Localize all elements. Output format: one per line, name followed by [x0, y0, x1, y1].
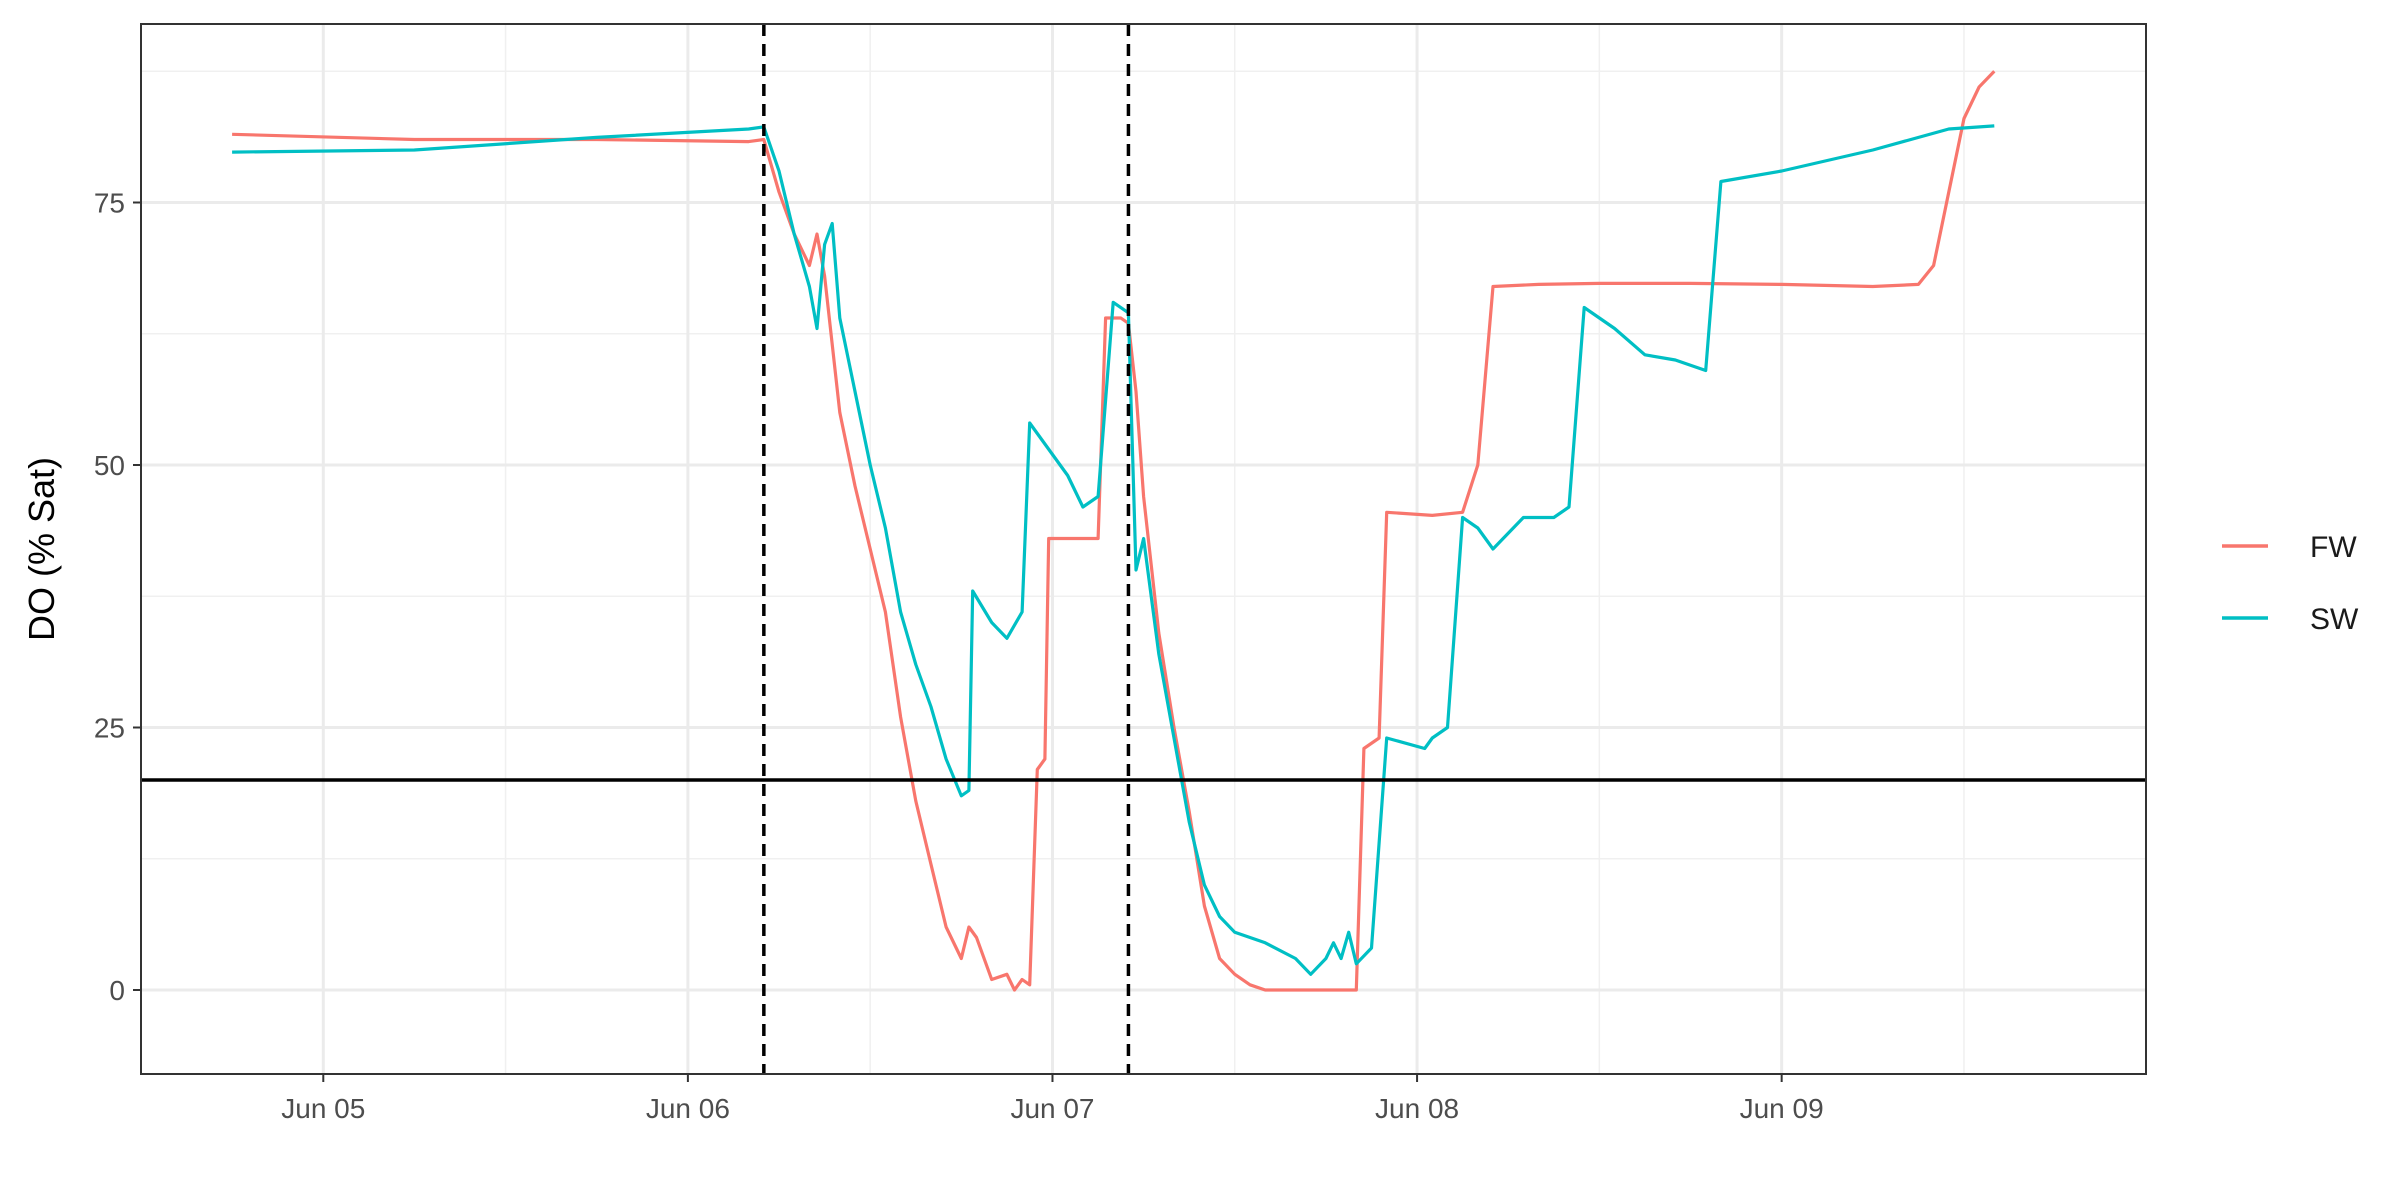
reference-lines: [141, 24, 2146, 1074]
x-tick-label: Jun 05: [281, 1093, 365, 1124]
series-line-fw: [232, 70, 1996, 992]
plot-border: [140, 23, 2147, 1075]
y-tick-label: 50: [94, 450, 125, 481]
series-line-sw: [232, 124, 1995, 976]
legend: FW SW: [2222, 531, 2359, 636]
y-axis: 0 25 50 75: [94, 188, 141, 1006]
y-axis-title: DO (% Sat): [21, 457, 62, 641]
x-axis: Jun 05 Jun 06 Jun 07 Jun 08 Jun 09: [281, 1074, 1824, 1124]
x-tick-label: Jun 06: [646, 1093, 730, 1124]
y-tick-label: 25: [94, 713, 125, 744]
y-tick-label: 75: [94, 188, 125, 219]
legend-label-sw: SW: [2310, 603, 2359, 636]
x-tick-label: Jun 08: [1375, 1093, 1459, 1124]
series-layer: [232, 70, 1996, 992]
major-gridlines: [141, 24, 2146, 1074]
y-tick-label: 0: [109, 975, 125, 1006]
x-tick-label: Jun 09: [1740, 1093, 1824, 1124]
x-tick-label: Jun 07: [1010, 1093, 1094, 1124]
legend-label-fw: FW: [2310, 531, 2357, 564]
